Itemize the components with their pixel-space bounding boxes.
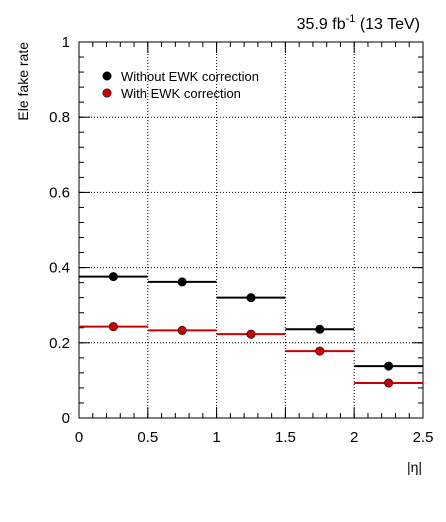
- data-point: [108, 272, 118, 282]
- x-tick-label: 0.5: [137, 429, 158, 446]
- x-tick-label: 2: [350, 429, 358, 446]
- data-point: [384, 378, 394, 388]
- x-axis-label: |η|: [407, 459, 422, 475]
- data-point: [315, 324, 325, 334]
- lumi-exponent: -1: [346, 13, 356, 25]
- x-tick-label: 2.5: [413, 429, 434, 446]
- data-point: [246, 329, 256, 339]
- legend: Without EWK correction With EWK correctio…: [102, 69, 259, 101]
- x-tick-label: 0: [75, 429, 83, 446]
- series-layer: [79, 272, 423, 388]
- series-2: [79, 322, 423, 388]
- y-tick-label: 0.4: [49, 260, 70, 277]
- y-tick-label: 0.6: [49, 184, 70, 201]
- data-point: [384, 361, 394, 371]
- y-axis-label: Ele fake rate: [15, 42, 31, 121]
- series-1: [79, 272, 423, 371]
- data-point: [177, 277, 187, 287]
- data-point: [315, 346, 325, 356]
- y-tick-label: 1: [62, 34, 70, 51]
- y-tick-label: 0.2: [49, 335, 70, 352]
- plot-frame: [78, 41, 424, 419]
- legend-marker: [102, 88, 112, 98]
- data-point: [177, 325, 187, 335]
- lumi-header: 35.9 fb-1 (13 TeV): [297, 13, 420, 33]
- grid: [79, 42, 423, 418]
- legend-label: Without EWK correction: [121, 69, 259, 84]
- axes: 0 0.5 1 1.5 2 2.5 0 0.2 0.4 0.6 0.8 1: [49, 34, 433, 446]
- legend-label: With EWK correction: [121, 86, 241, 101]
- y-tick-label: 0: [62, 410, 70, 427]
- data-point: [108, 322, 118, 332]
- energy-label: (13 TeV): [355, 16, 420, 33]
- x-tick-label: 1: [212, 429, 220, 446]
- y-tick-label: 0.8: [49, 109, 70, 126]
- legend-marker: [102, 71, 112, 81]
- data-point: [246, 293, 256, 303]
- x-tick-label: 1.5: [275, 429, 296, 446]
- lumi-value: 35.9 fb: [297, 16, 346, 33]
